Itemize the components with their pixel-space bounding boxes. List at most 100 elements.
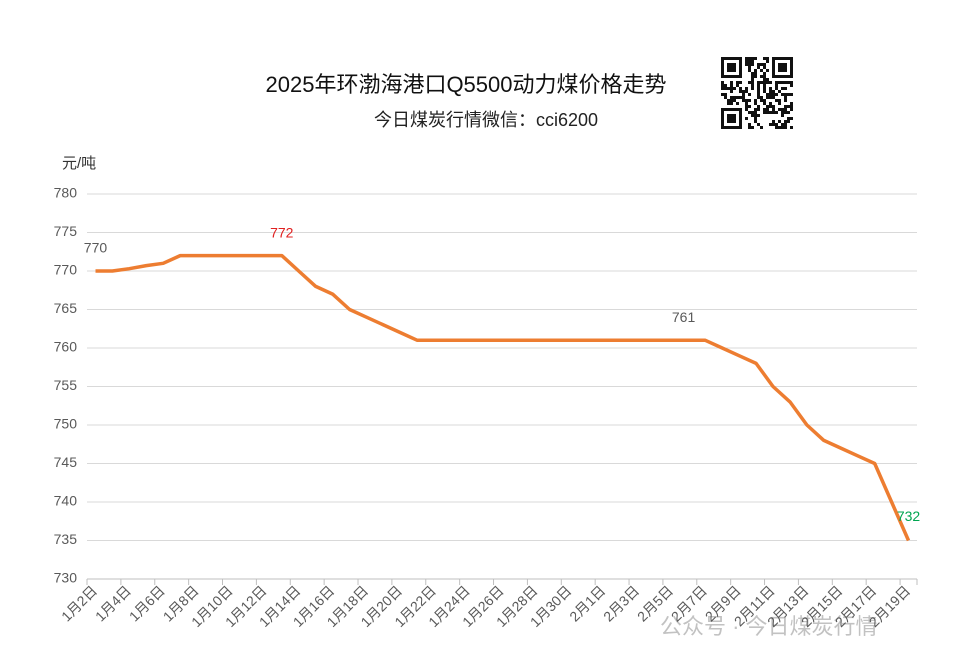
qr-cell [733,99,736,102]
qr-cell [784,123,787,126]
qr-cell [784,126,787,129]
qr-cell [766,57,769,60]
qr-cell [724,84,727,87]
qr-cell [772,90,775,93]
qr-cell [751,126,754,129]
qr-finder [772,57,793,78]
qr-cell [754,99,757,102]
qr-cell [760,63,763,66]
qr-cell [790,102,793,105]
qr-cell [745,90,748,93]
y-tick-label: 780 [54,185,78,201]
qr-cell [769,90,772,93]
qr-cell [763,108,766,111]
qr-cell [763,81,766,84]
qr-cell [742,96,745,99]
qr-cell [787,111,790,114]
qr-finder [727,114,736,123]
qr-cell [778,102,781,105]
qr-cell [763,78,766,81]
qr-cell [757,90,760,93]
qr-cell [748,57,751,60]
y-tick-label: 755 [54,377,78,393]
qr-cell [784,108,787,111]
y-tick-label: 735 [54,531,78,547]
qr-cell [751,78,754,81]
qr-cell [748,123,751,126]
qr-cell [784,81,787,84]
qr-cell [766,93,769,96]
qr-cell [745,117,748,120]
qr-cell [772,105,775,108]
qr-cell [757,63,760,66]
qr-cell [775,81,778,84]
qr-cell [760,75,763,78]
qr-cell [745,102,748,105]
qr-cell [784,99,787,102]
qr-cell [721,87,724,90]
qr-cell [721,93,724,96]
qr-cell [739,87,742,90]
qr-cell [778,99,781,102]
qr-cell [724,96,727,99]
qr-cell [739,96,742,99]
qr-cell [757,123,760,126]
y-tick-label: 730 [54,570,78,586]
qr-cell [775,93,778,96]
qr-cell [772,123,775,126]
qr-finder [778,63,787,72]
qr-cell [754,102,757,105]
qr-cell [754,114,757,117]
y-tick-label: 765 [54,300,78,316]
qr-cell [781,126,784,129]
qr-cell [769,123,772,126]
qr-cell [766,81,769,84]
qr-cell [745,105,748,108]
qr-cell [733,87,736,90]
qr-cell [757,84,760,87]
qr-cell [775,123,778,126]
qr-cell [745,63,748,66]
qr-cell [781,111,784,114]
qr-cell [748,60,751,63]
qr-cell [757,66,760,69]
qr-cell [787,105,790,108]
qr-cell [742,90,745,93]
qr-cell [757,93,760,96]
qr-cell [772,108,775,111]
qr-cell [757,108,760,111]
qr-finder [721,108,742,129]
qr-cell [781,114,784,117]
annotation: 770 [84,240,108,256]
qr-cell [742,93,745,96]
qr-code [721,57,793,132]
qr-cell [751,84,754,87]
annotation: 761 [672,309,696,325]
qr-cell [766,105,769,108]
qr-cell [781,87,784,90]
y-axis-label: 元/吨 [62,155,96,172]
qr-cell [736,96,739,99]
chart-title: 2025年环渤海港口Q5500动力煤价格走势 [266,72,667,97]
qr-cell [763,72,766,75]
qr-cell [736,84,739,87]
qr-cell [757,96,760,99]
y-tick-label: 750 [54,416,78,432]
qr-cell [727,102,730,105]
qr-cell [727,99,730,102]
qr-cell [787,120,790,123]
qr-cell [730,81,733,84]
qr-cell [739,81,742,84]
qr-cell [751,63,754,66]
qr-cell [775,99,778,102]
qr-cell [745,87,748,90]
annotation: 772 [270,224,294,240]
qr-cell [724,87,727,90]
qr-cell [751,81,754,84]
qr-cell [748,69,751,72]
qr-cell [775,126,778,129]
qr-cell [778,108,781,111]
qr-cell [736,102,739,105]
y-tick-label: 745 [54,454,78,470]
qr-cell [766,111,769,114]
